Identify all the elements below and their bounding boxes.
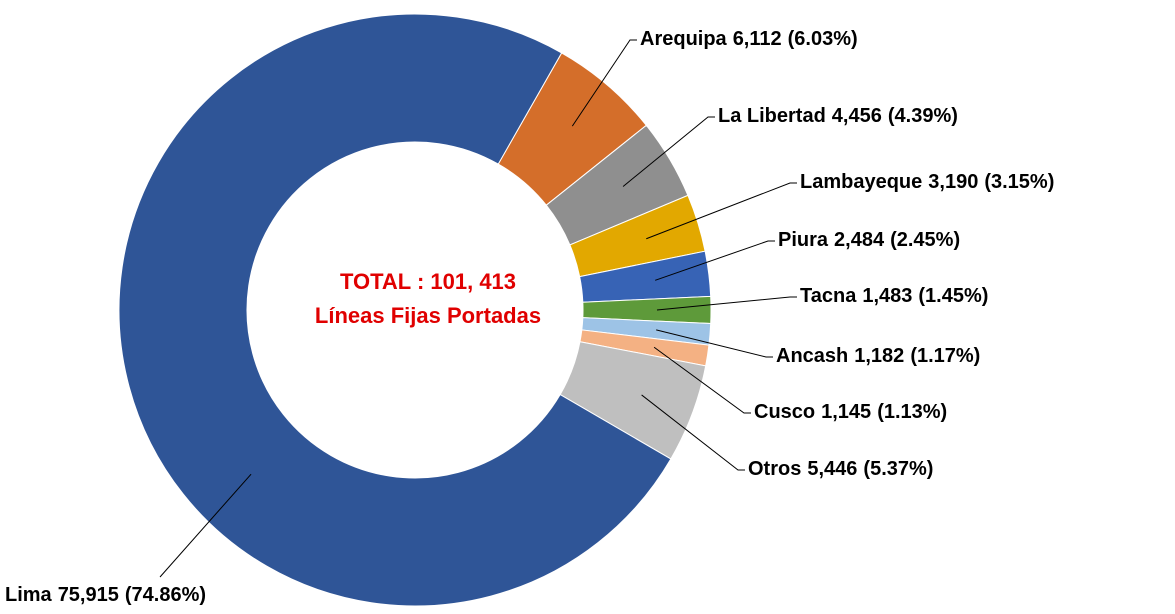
percent-label: (2.45%) bbox=[890, 229, 960, 251]
value-label: 6,112 bbox=[733, 28, 782, 50]
slice-label: Lambayeque 3,190 (3.15%) bbox=[800, 171, 1054, 193]
value-label: 1,145 bbox=[821, 401, 871, 423]
category-label: Otros bbox=[748, 458, 801, 480]
percent-label: (6.03%) bbox=[788, 28, 858, 50]
percent-label: (5.37%) bbox=[863, 458, 933, 480]
leader-line bbox=[646, 182, 797, 240]
leader-line bbox=[622, 116, 715, 187]
slice-label: Cusco 1,145 (1.13%) bbox=[754, 401, 947, 423]
leader-line bbox=[656, 296, 797, 311]
category-label: Lambayeque bbox=[800, 171, 922, 193]
category-label: Ancash bbox=[776, 345, 848, 367]
percent-label: (1.17%) bbox=[910, 345, 980, 367]
percent-label: (74.86%) bbox=[125, 584, 206, 606]
value-label: 3,190 bbox=[928, 171, 978, 193]
slice-label: Ancash 1,182 (1.17%) bbox=[776, 345, 980, 367]
leader-line bbox=[655, 240, 775, 281]
slices bbox=[118, 13, 712, 607]
category-label: Lima bbox=[5, 584, 53, 606]
value-label: 2,484 bbox=[834, 229, 885, 251]
percent-label: (1.13%) bbox=[877, 401, 947, 423]
value-label: 5,446 bbox=[807, 458, 857, 480]
value-label: 1,182 bbox=[854, 345, 904, 367]
percent-label: (4.39%) bbox=[888, 105, 958, 127]
slice-label: Otros 5,446 (5.37%) bbox=[748, 458, 933, 480]
slice-label: Arequipa 6,112 (6.03%) bbox=[640, 28, 858, 50]
category-label: Tacna bbox=[800, 285, 857, 307]
leader-line bbox=[656, 329, 773, 358]
value-label: 1,483 bbox=[862, 285, 912, 307]
center-caption: Líneas Fijas Portadas bbox=[315, 303, 541, 328]
value-label: 4,456 bbox=[832, 105, 882, 127]
percent-label: (1.45%) bbox=[918, 285, 988, 307]
leader-line bbox=[653, 346, 751, 414]
slice-label: Tacna 1,483 (1.45%) bbox=[800, 285, 988, 307]
percent-label: (3.15%) bbox=[984, 171, 1054, 193]
category-label: Arequipa bbox=[640, 28, 728, 50]
leader-line bbox=[641, 394, 745, 471]
category-label: La Libertad bbox=[718, 105, 826, 127]
slice bbox=[118, 13, 672, 607]
slice-label: Piura 2,484 (2.45%) bbox=[778, 229, 960, 251]
center-total: TOTAL : 101, 413 bbox=[340, 269, 516, 294]
leaders bbox=[159, 39, 797, 578]
slice-label: La Libertad 4,456 (4.39%) bbox=[718, 105, 958, 127]
leader-line bbox=[571, 39, 637, 127]
leader-line bbox=[159, 473, 252, 578]
value-label: 75,915 bbox=[58, 584, 119, 606]
category-label: Piura bbox=[778, 229, 829, 251]
category-label: Cusco bbox=[754, 401, 815, 423]
slice-label: Lima 75,915 (74.86%) bbox=[5, 584, 206, 606]
